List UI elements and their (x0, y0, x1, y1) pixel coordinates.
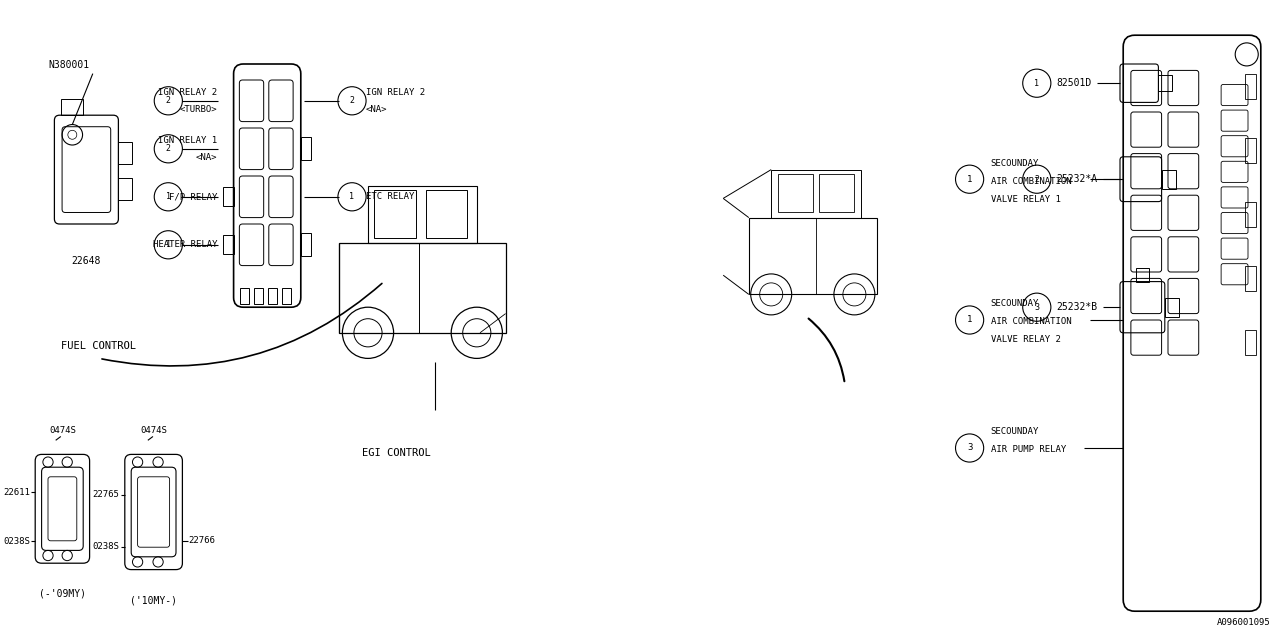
Text: 0238S: 0238S (93, 542, 120, 551)
Bar (369, 186, 477, 243)
Text: <NA>: <NA> (366, 104, 388, 114)
Text: IGN RELAY 2: IGN RELAY 2 (366, 88, 425, 97)
Text: A096001095: A096001095 (1217, 618, 1271, 627)
Bar (771, 170, 861, 218)
Text: 82501D: 82501D (1056, 78, 1092, 88)
Text: 1: 1 (349, 192, 355, 202)
Bar (375, 190, 416, 238)
Text: FUEL CONTROL: FUEL CONTROL (61, 340, 136, 351)
Bar (1244, 266, 1257, 291)
Text: 1: 1 (1034, 79, 1039, 88)
Text: 22766: 22766 (189, 536, 215, 545)
Text: IGN RELAY 1: IGN RELAY 1 (159, 136, 218, 145)
Text: <NA>: <NA> (196, 152, 218, 162)
Bar (819, 174, 855, 212)
Text: AIR COMBINATION: AIR COMBINATION (991, 177, 1071, 186)
Text: SECOUNDAY: SECOUNDAY (991, 428, 1039, 436)
Text: 2: 2 (349, 96, 355, 106)
Text: 0474S: 0474S (49, 426, 76, 435)
Bar (1244, 138, 1257, 163)
Bar (283, 288, 292, 304)
Bar (119, 141, 133, 164)
Text: VALVE RELAY 1: VALVE RELAY 1 (991, 195, 1061, 204)
Bar (301, 233, 311, 256)
Bar (1162, 170, 1175, 189)
Bar (749, 218, 877, 294)
Text: ('10MY-): ('10MY-) (131, 595, 177, 605)
Text: 1: 1 (966, 175, 973, 184)
Bar (119, 178, 133, 200)
Bar (1137, 268, 1149, 282)
Text: 22765: 22765 (93, 490, 120, 499)
Text: N380001: N380001 (49, 60, 90, 70)
Bar (778, 174, 813, 212)
Text: 2: 2 (166, 96, 170, 106)
Bar (425, 190, 467, 238)
Bar (223, 187, 233, 206)
Bar (241, 288, 248, 304)
Text: ETC RELAY: ETC RELAY (366, 192, 415, 202)
Text: SECOUNDAY: SECOUNDAY (991, 300, 1039, 308)
Bar (1165, 298, 1179, 317)
Text: F/P RELAY: F/P RELAY (169, 192, 218, 202)
Bar (1244, 74, 1257, 99)
Text: AIR PUMP RELAY: AIR PUMP RELAY (991, 445, 1066, 454)
Text: HEATER RELAY: HEATER RELAY (154, 240, 218, 250)
Bar (1244, 330, 1257, 355)
Bar (253, 288, 264, 304)
Text: EGI CONTROL: EGI CONTROL (362, 448, 431, 458)
Bar (223, 235, 233, 254)
FancyArrowPatch shape (809, 319, 845, 381)
Text: IGN RELAY 2: IGN RELAY 2 (159, 88, 218, 97)
Bar (61, 99, 83, 115)
Text: 22611: 22611 (4, 488, 31, 497)
Text: 1: 1 (166, 192, 170, 202)
Text: 0474S: 0474S (141, 426, 166, 435)
Text: 22648: 22648 (72, 256, 101, 266)
Text: 3: 3 (1034, 303, 1039, 312)
Text: 25232*B: 25232*B (1056, 302, 1097, 312)
Text: 1: 1 (966, 316, 973, 324)
Bar (1244, 202, 1257, 227)
Bar (269, 288, 278, 304)
Bar (339, 243, 506, 333)
Text: 1: 1 (166, 240, 170, 250)
Text: 3: 3 (966, 444, 973, 452)
Text: VALVE RELAY 2: VALVE RELAY 2 (991, 335, 1061, 344)
Text: 25232*A: 25232*A (1056, 174, 1097, 184)
Text: 2: 2 (1034, 175, 1039, 184)
Bar (301, 137, 311, 160)
Text: 0238S: 0238S (4, 537, 31, 546)
Text: SECOUNDAY: SECOUNDAY (991, 159, 1039, 168)
Text: (-'09MY): (-'09MY) (38, 589, 86, 599)
FancyArrowPatch shape (102, 284, 381, 366)
Text: AIR COMBINATION: AIR COMBINATION (991, 317, 1071, 326)
Bar (1158, 75, 1172, 91)
Text: 2: 2 (166, 144, 170, 154)
Text: <TURBO>: <TURBO> (180, 104, 218, 114)
